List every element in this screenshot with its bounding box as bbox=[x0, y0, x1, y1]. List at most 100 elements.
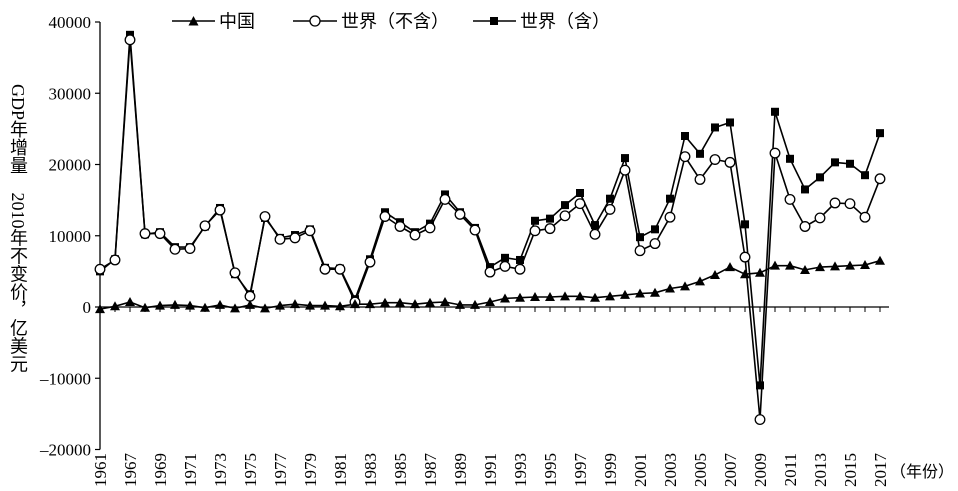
china-point bbox=[695, 276, 705, 286]
legend-square-marker bbox=[490, 17, 498, 25]
world-including-point bbox=[741, 220, 749, 229]
world-excluding-point bbox=[109, 254, 121, 266]
x-tick-label: 2013 bbox=[811, 453, 830, 487]
world-excluding-point bbox=[724, 156, 736, 168]
world-including-point bbox=[846, 159, 854, 168]
world-excluding-point bbox=[604, 203, 616, 215]
world-excluding-point bbox=[364, 256, 376, 268]
y-axis-label: GDP年增量 2010年不变价，亿美元 bbox=[8, 84, 28, 373]
legend-item-world-excluding: 世界（不含） bbox=[293, 12, 449, 32]
china-point bbox=[650, 287, 660, 297]
world-excluding-point bbox=[664, 211, 676, 223]
world-including-point bbox=[681, 132, 689, 140]
x-tick-label: 1997 bbox=[571, 453, 590, 488]
world-including-point bbox=[576, 189, 584, 197]
world-including-point bbox=[816, 173, 824, 182]
china-point bbox=[350, 299, 360, 309]
world-excluding-point bbox=[469, 224, 481, 236]
x-tick-label: 1983 bbox=[361, 453, 380, 487]
china-point bbox=[305, 300, 315, 310]
legend-item-china: 中国 bbox=[172, 12, 255, 32]
series-lines bbox=[99, 33, 881, 421]
world-including-point bbox=[786, 154, 794, 163]
china-point bbox=[425, 297, 435, 307]
china-point bbox=[455, 299, 465, 309]
x-tick-label: 2017 bbox=[871, 453, 890, 488]
world-excluding-point bbox=[559, 210, 571, 222]
world-excluding-point bbox=[289, 232, 301, 244]
x-tick-label: 1961 bbox=[91, 453, 110, 487]
world-excluding-point bbox=[154, 228, 166, 240]
x-tick-label: 1967 bbox=[121, 453, 140, 488]
x-tick-label: 1975 bbox=[241, 453, 260, 487]
world-excluding-point bbox=[199, 220, 211, 232]
china-point bbox=[740, 269, 750, 279]
legend-label-world-including: 世界（含） bbox=[520, 12, 610, 32]
world-excluding-point bbox=[229, 267, 241, 279]
y-tick-label: 40000 bbox=[49, 13, 92, 32]
china-point bbox=[335, 301, 345, 311]
china-point bbox=[755, 267, 765, 277]
x-tick-label: 2011 bbox=[781, 453, 800, 486]
world-excluding-point bbox=[514, 263, 526, 275]
china-point bbox=[590, 292, 600, 302]
y-tick-label: –20000 bbox=[39, 441, 91, 460]
china-point bbox=[785, 260, 795, 270]
y-tick-label: 10000 bbox=[49, 227, 92, 246]
china-point bbox=[200, 302, 210, 312]
china-point bbox=[215, 299, 225, 309]
world-excluding-point bbox=[394, 221, 406, 232]
china-point bbox=[125, 297, 135, 307]
x-tick-label: 1969 bbox=[151, 453, 170, 487]
world-excluding-point bbox=[754, 414, 766, 426]
world-excluding-point bbox=[709, 154, 721, 165]
world-excluding-point bbox=[274, 233, 286, 245]
x-tick-label: 2007 bbox=[721, 453, 740, 488]
x-tick-label: 2001 bbox=[631, 453, 650, 487]
china-point bbox=[110, 301, 120, 311]
china-point bbox=[845, 260, 855, 270]
x-tick-label: 1987 bbox=[421, 453, 440, 488]
world-excluding-point bbox=[739, 251, 751, 263]
china-point bbox=[860, 259, 870, 269]
china-point bbox=[290, 299, 300, 309]
china-point bbox=[500, 293, 510, 303]
china-point bbox=[725, 262, 735, 272]
world-including-point bbox=[561, 201, 569, 210]
world-excluding-point bbox=[634, 245, 646, 257]
world-including-point bbox=[756, 381, 764, 390]
world-excluding-point bbox=[169, 243, 181, 255]
world-excluding-point bbox=[499, 260, 511, 272]
y-tick-label: –10000 bbox=[39, 369, 91, 388]
world-excluding-point bbox=[334, 263, 346, 275]
world-excluding-point bbox=[814, 212, 826, 224]
china-point bbox=[485, 297, 495, 307]
world-excluding-point bbox=[244, 290, 256, 302]
world-excluding-point bbox=[214, 204, 226, 216]
china-point bbox=[410, 299, 420, 309]
world-excluding-point bbox=[589, 228, 601, 240]
world-including-point bbox=[531, 216, 539, 225]
china-point bbox=[470, 299, 480, 309]
world-excluding-point bbox=[844, 198, 856, 210]
x-tick-label: 2009 bbox=[751, 453, 770, 487]
world-excluding-line bbox=[99, 38, 881, 421]
x-tick-label: 1989 bbox=[451, 453, 470, 487]
china-point bbox=[545, 292, 555, 302]
china-point bbox=[875, 255, 885, 265]
series-markers bbox=[94, 30, 886, 426]
world-excluding-point bbox=[439, 193, 451, 205]
y-tick-label: 30000 bbox=[49, 84, 92, 103]
china-point bbox=[560, 291, 570, 301]
china-point bbox=[380, 297, 390, 307]
x-tick-label: 1991 bbox=[481, 453, 500, 487]
world-excluding-point bbox=[679, 151, 691, 163]
world-excluding-point bbox=[184, 243, 196, 255]
china-point bbox=[635, 288, 645, 298]
china-point bbox=[155, 300, 165, 310]
world-excluding-point bbox=[139, 228, 151, 240]
world-excluding-point bbox=[799, 221, 811, 232]
china-point bbox=[665, 283, 675, 293]
